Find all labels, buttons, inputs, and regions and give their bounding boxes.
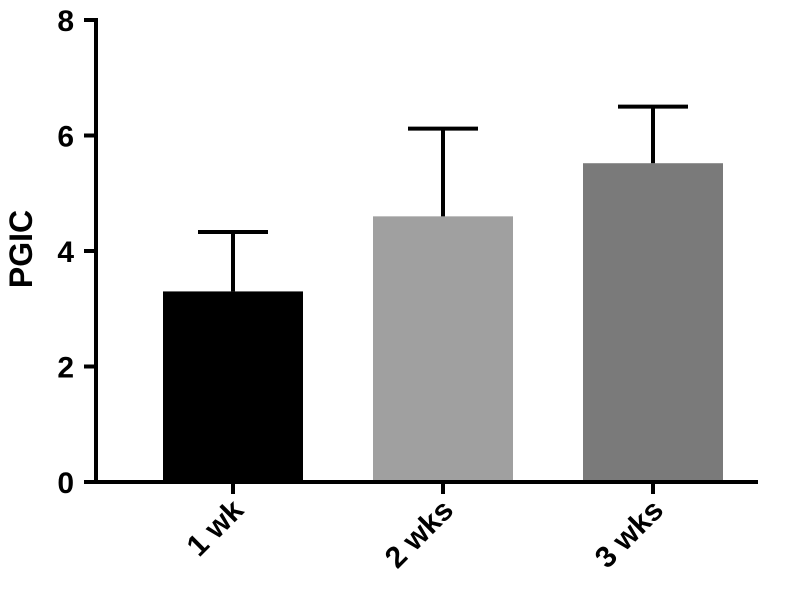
bar-0 <box>163 291 303 482</box>
bar-1 <box>373 216 513 482</box>
y-tick-label-3: 6 <box>57 121 74 154</box>
x-tick-label-2: 3 wks <box>589 494 670 575</box>
bars-group <box>163 163 723 482</box>
y-tick-label-4: 8 <box>57 5 74 38</box>
y-ticks-group: 0 2 4 6 8 <box>57 5 96 500</box>
x-tick-label-0: 1 wk <box>181 493 251 563</box>
bar-2 <box>583 163 723 482</box>
y-axis-label: PGIC <box>3 210 39 288</box>
y-tick-label-1: 2 <box>57 352 74 385</box>
y-tick-label-2: 4 <box>57 236 74 269</box>
x-ticks-group: 1 wk 2 wks 3 wks <box>181 482 670 575</box>
x-tick-label-1: 2 wks <box>379 494 460 575</box>
error-bars-group <box>198 104 688 292</box>
y-tick-label-0: 0 <box>57 467 74 500</box>
